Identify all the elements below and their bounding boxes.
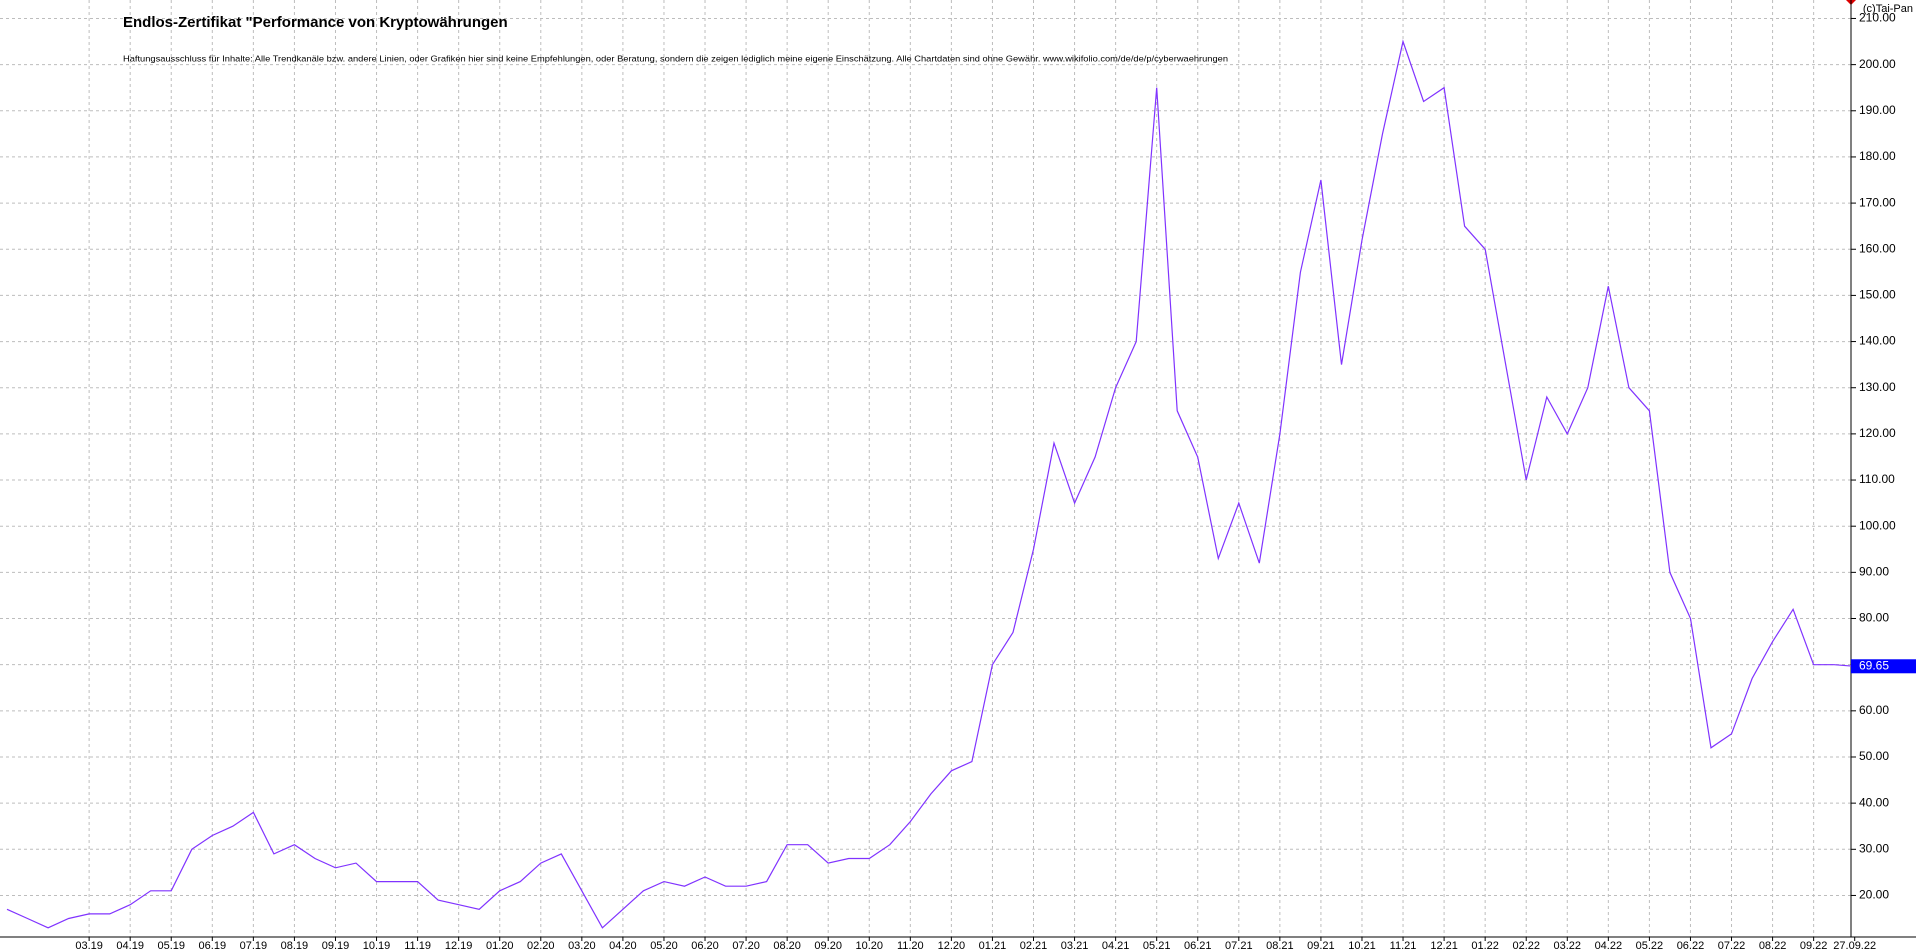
x-tick-label: 09.21 (1307, 940, 1335, 952)
x-tick-label: 09.22 (1800, 940, 1828, 952)
y-tick-label: 130.00 (1859, 380, 1896, 394)
y-tick-label: 90.00 (1859, 565, 1889, 579)
source-label: (c)Tai-Pan (1863, 3, 1913, 15)
y-tick-label: 110.00 (1859, 472, 1895, 486)
x-tick-label: 02.22 (1512, 940, 1540, 952)
x-tick-label: 09.19 (322, 940, 350, 952)
x-tick-label: 09.20 (814, 940, 842, 952)
x-tick-label: 02.20 (527, 940, 555, 952)
x-tick-label: 04.21 (1102, 940, 1130, 952)
x-tick-label: 07.19 (240, 940, 268, 952)
x-tick-label: 04.22 (1595, 940, 1623, 952)
x-tick-label: 11.20 (897, 940, 924, 952)
x-tick-label: 11.21 (1390, 940, 1417, 952)
y-tick-label: 160.00 (1859, 241, 1896, 255)
x-tick-label: 04.19 (116, 940, 144, 952)
x-tick-label: 07.21 (1225, 940, 1253, 952)
x-tick-label: 05.19 (157, 940, 185, 952)
y-tick-label: 40.00 (1859, 795, 1889, 809)
y-tick-label: 20.00 (1859, 888, 1889, 902)
x-tick-label: 04.20 (609, 940, 637, 952)
x-tick-label: 12.21 (1430, 940, 1458, 952)
x-tick-label: 10.19 (363, 940, 391, 952)
y-tick-label: 150.00 (1859, 288, 1896, 302)
last-value-box (1851, 659, 1916, 674)
y-tick-label: 210.00 (1859, 11, 1896, 25)
x-tick-label: 12.20 (938, 940, 966, 952)
x-tick-label: 05.21 (1143, 940, 1171, 952)
x-tick-label: 08.20 (773, 940, 801, 952)
x-tick-label: 06.21 (1184, 940, 1212, 952)
y-tick-label: 170.00 (1859, 195, 1896, 209)
y-tick-label: 30.00 (1859, 841, 1889, 855)
x-tick-label: 06.22 (1677, 940, 1705, 952)
last-value-label: 69.65 (1859, 658, 1889, 672)
x-tick-label: 01.21 (979, 940, 1007, 952)
x-tick-label: 27.09.22 (1833, 940, 1876, 952)
grid (0, 0, 1851, 937)
y-tick-label: 60.00 (1859, 703, 1889, 717)
x-tick-label: 07.20 (732, 940, 760, 952)
x-tick-label: 11.19 (404, 940, 431, 952)
x-tick-label: 05.22 (1636, 940, 1664, 952)
x-tick-label: 03.20 (568, 940, 596, 952)
x-tick-label: 06.20 (691, 940, 719, 952)
x-tick-label: 10.21 (1348, 940, 1376, 952)
x-tick-label: 08.22 (1759, 940, 1787, 952)
y-tick-label: 80.00 (1859, 611, 1889, 625)
x-tick-label: 01.20 (486, 940, 514, 952)
x-tick-label: 10.20 (855, 940, 883, 952)
x-tick-label: 03.22 (1554, 940, 1582, 952)
x-tick-label: 03.21 (1061, 940, 1089, 952)
y-tick-label: 120.00 (1859, 426, 1896, 440)
chart-title: Endlos-Zertifikat "Performance von Krypt… (123, 14, 508, 31)
x-tick-label: 02.21 (1020, 940, 1048, 952)
x-tick-label: 05.20 (650, 940, 678, 952)
line-series (6, 39, 1855, 929)
chart-subtitle: Haftungsausschluss für Inhalte: Alle Tre… (123, 53, 1228, 63)
x-tick-label: 07.22 (1718, 940, 1746, 952)
x-tick-label: 12.19 (445, 940, 473, 952)
x-tick-label: 08.19 (281, 940, 309, 952)
y-tick-label: 100.00 (1859, 518, 1896, 532)
x-tick-label: 01.22 (1471, 940, 1499, 952)
y-tick-label: 140.00 (1859, 334, 1896, 348)
y-tick-label: 200.00 (1859, 57, 1896, 71)
y-tick-label: 190.00 (1859, 103, 1896, 117)
y-tick-label: 50.00 (1859, 749, 1889, 763)
x-tick-label: 06.19 (199, 940, 227, 952)
y-tick-label: 180.00 (1859, 149, 1896, 163)
x-tick-label: 08.21 (1266, 940, 1294, 952)
x-tick-label: 03.19 (75, 940, 103, 952)
